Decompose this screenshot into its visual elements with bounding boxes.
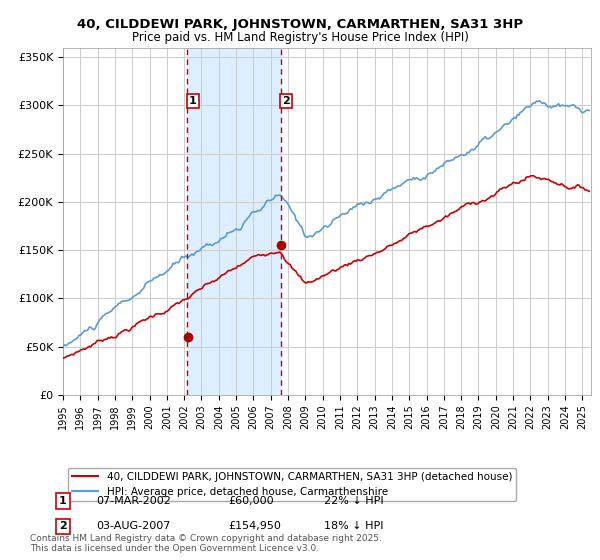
Text: 1: 1 [189,96,197,106]
Text: 07-MAR-2002: 07-MAR-2002 [96,496,171,506]
Text: Contains HM Land Registry data © Crown copyright and database right 2025.
This d: Contains HM Land Registry data © Crown c… [30,534,382,553]
Text: 03-AUG-2007: 03-AUG-2007 [96,521,170,531]
Text: 40, CILDDEWI PARK, JOHNSTOWN, CARMARTHEN, SA31 3HP: 40, CILDDEWI PARK, JOHNSTOWN, CARMARTHEN… [77,18,523,31]
Bar [187,48,281,395]
Text: 2: 2 [283,96,290,106]
Text: 18% ↓ HPI: 18% ↓ HPI [324,521,383,531]
Text: Price paid vs. HM Land Registry's House Price Index (HPI): Price paid vs. HM Land Registry's House … [131,31,469,44]
Text: £154,950: £154,950 [228,521,281,531]
Text: £60,000: £60,000 [228,496,274,506]
Legend: 40, CILDDEWI PARK, JOHNSTOWN, CARMARTHEN, SA31 3HP (detached house), HPI: Averag: 40, CILDDEWI PARK, JOHNSTOWN, CARMARTHEN… [68,468,517,501]
Text: 22% ↓ HPI: 22% ↓ HPI [324,496,383,506]
Text: 2: 2 [59,521,67,531]
Text: 1: 1 [59,496,67,506]
